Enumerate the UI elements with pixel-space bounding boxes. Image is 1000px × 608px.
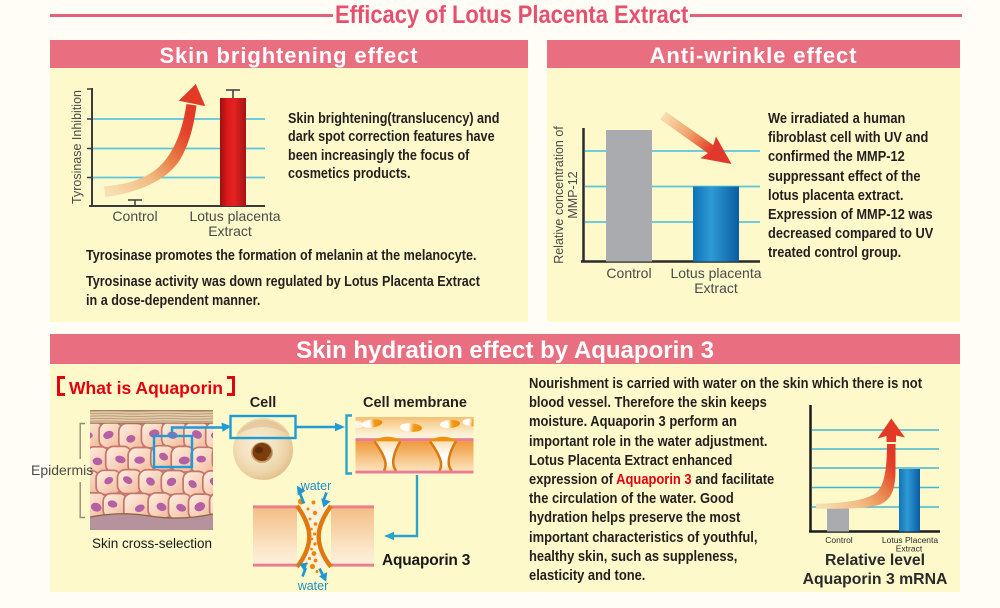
svg-text:Relative concentration of: Relative concentration of [552,126,566,264]
svg-text:Lotus placenta: Lotus placenta [189,208,280,224]
svg-text:Tyrosinase Inhibition: Tyrosinase Inhibition [70,90,84,204]
svg-text:Lotus Placenta: Lotus Placenta [882,535,939,545]
svg-text:Control: Control [825,535,853,545]
svg-text:Extract: Extract [694,280,738,296]
svg-text:water: water [300,479,332,493]
svg-text:Control: Control [112,208,157,224]
svg-text:Extract: Extract [896,544,923,554]
svg-text:water: water [297,579,329,593]
svg-text:Extract: Extract [208,223,252,239]
svg-text:MMP-12: MMP-12 [566,171,580,218]
svg-text:Lotus placenta: Lotus placenta [670,265,761,281]
svg-text:Control: Control [606,265,651,281]
